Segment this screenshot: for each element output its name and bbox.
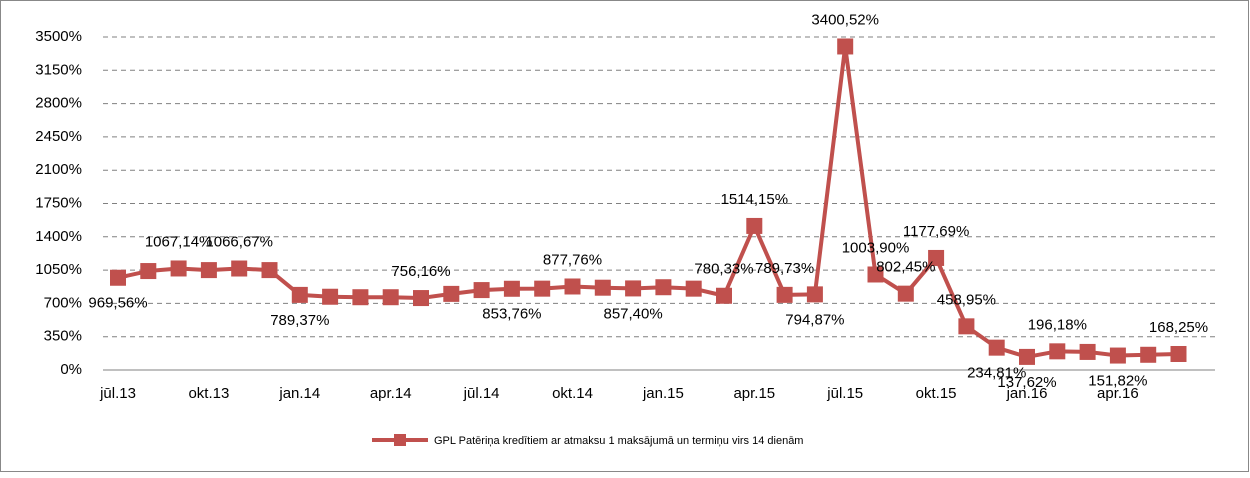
data-label: 1066,67% (205, 233, 273, 250)
data-label: 151,82% (1088, 373, 1147, 390)
x-tick-label: jan.15 (642, 385, 684, 402)
data-marker (1109, 347, 1126, 364)
data-marker (685, 280, 702, 297)
x-tick-label: jūl.15 (826, 385, 863, 402)
data-label: 196,18% (1028, 316, 1087, 333)
data-marker (806, 286, 823, 303)
data-label: 802,45% (876, 259, 935, 276)
legend-label: GPL Patēriņa kredītiem ar atmaksu 1 maks… (434, 435, 803, 447)
data-label: 1067,14% (145, 233, 213, 250)
data-marker (473, 282, 490, 299)
data-label: 1177,69% (903, 223, 969, 240)
y-tick-label: 2100% (35, 161, 82, 178)
data-marker (231, 260, 248, 277)
data-label: 137,62% (997, 374, 1056, 391)
data-marker (1019, 348, 1035, 365)
data-marker (928, 249, 945, 266)
data-label: 1003,90% (842, 239, 910, 256)
data-marker (382, 289, 399, 306)
data-label: 794,87% (785, 311, 844, 328)
x-tick-label: okt.14 (552, 385, 593, 402)
data-label: 789,37% (270, 312, 329, 329)
data-marker (776, 286, 793, 303)
data-label: 969,56% (88, 295, 147, 312)
data-marker (1140, 346, 1157, 363)
data-marker (594, 279, 611, 296)
data-marker (534, 280, 551, 297)
data-marker (958, 318, 975, 335)
data-marker (655, 279, 672, 296)
data-marker (716, 287, 732, 304)
data-label: 234,81% (967, 365, 1026, 382)
data-marker (1079, 343, 1096, 360)
x-tick-label: apr.15 (733, 385, 775, 402)
data-marker (746, 217, 763, 234)
data-marker (261, 262, 278, 279)
data-marker (110, 269, 126, 286)
data-marker (837, 38, 854, 55)
data-marker (988, 339, 1005, 356)
y-tick-label: 2800% (35, 95, 82, 112)
legend-marker (394, 434, 406, 446)
data-label: 168,25% (1149, 319, 1208, 336)
data-marker (1170, 345, 1187, 362)
data-marker (170, 260, 187, 277)
y-tick-label: 3500% (35, 28, 82, 45)
data-label: 789,73% (755, 260, 814, 277)
data-marker (413, 290, 429, 307)
data-marker (291, 286, 308, 303)
x-tick-label: jūl.13 (99, 385, 136, 402)
x-tick-label: okt.13 (188, 385, 229, 402)
data-label: 756,16% (391, 263, 450, 280)
data-label: 458,95% (937, 291, 996, 308)
data-marker (503, 280, 520, 297)
y-tick-label: 2450% (35, 128, 82, 145)
x-tick-label: apr.14 (370, 385, 412, 402)
data-label: 780,33% (694, 261, 753, 278)
x-tick-label: jan.16 (1006, 385, 1048, 402)
data-marker (443, 285, 460, 302)
y-tick-label: 3150% (35, 61, 82, 78)
data-marker (322, 288, 339, 305)
data-marker (625, 280, 642, 297)
x-tick-label: apr.16 (1097, 385, 1139, 402)
x-tick-label: jūl.14 (463, 385, 500, 402)
x-tick-label: jan.14 (278, 385, 320, 402)
data-marker (140, 263, 157, 280)
data-marker (200, 262, 217, 279)
y-tick-label: 350% (44, 328, 82, 345)
data-label: 1514,15% (721, 191, 789, 208)
data-marker (867, 266, 884, 283)
x-tick-label: okt.15 (916, 385, 957, 402)
y-tick-label: 1400% (35, 228, 82, 245)
data-marker (564, 278, 581, 295)
data-marker (352, 289, 369, 306)
y-tick-label: 700% (44, 294, 82, 311)
data-label: 877,76% (543, 251, 602, 268)
y-tick-label: 0% (60, 361, 82, 378)
data-label: 853,76% (482, 306, 541, 323)
data-marker (1049, 343, 1066, 360)
y-tick-label: 1750% (35, 194, 82, 211)
data-marker (897, 285, 914, 302)
data-label: 857,40% (603, 305, 662, 322)
data-label: 3400,52% (811, 11, 879, 28)
y-tick-label: 1050% (35, 261, 82, 278)
